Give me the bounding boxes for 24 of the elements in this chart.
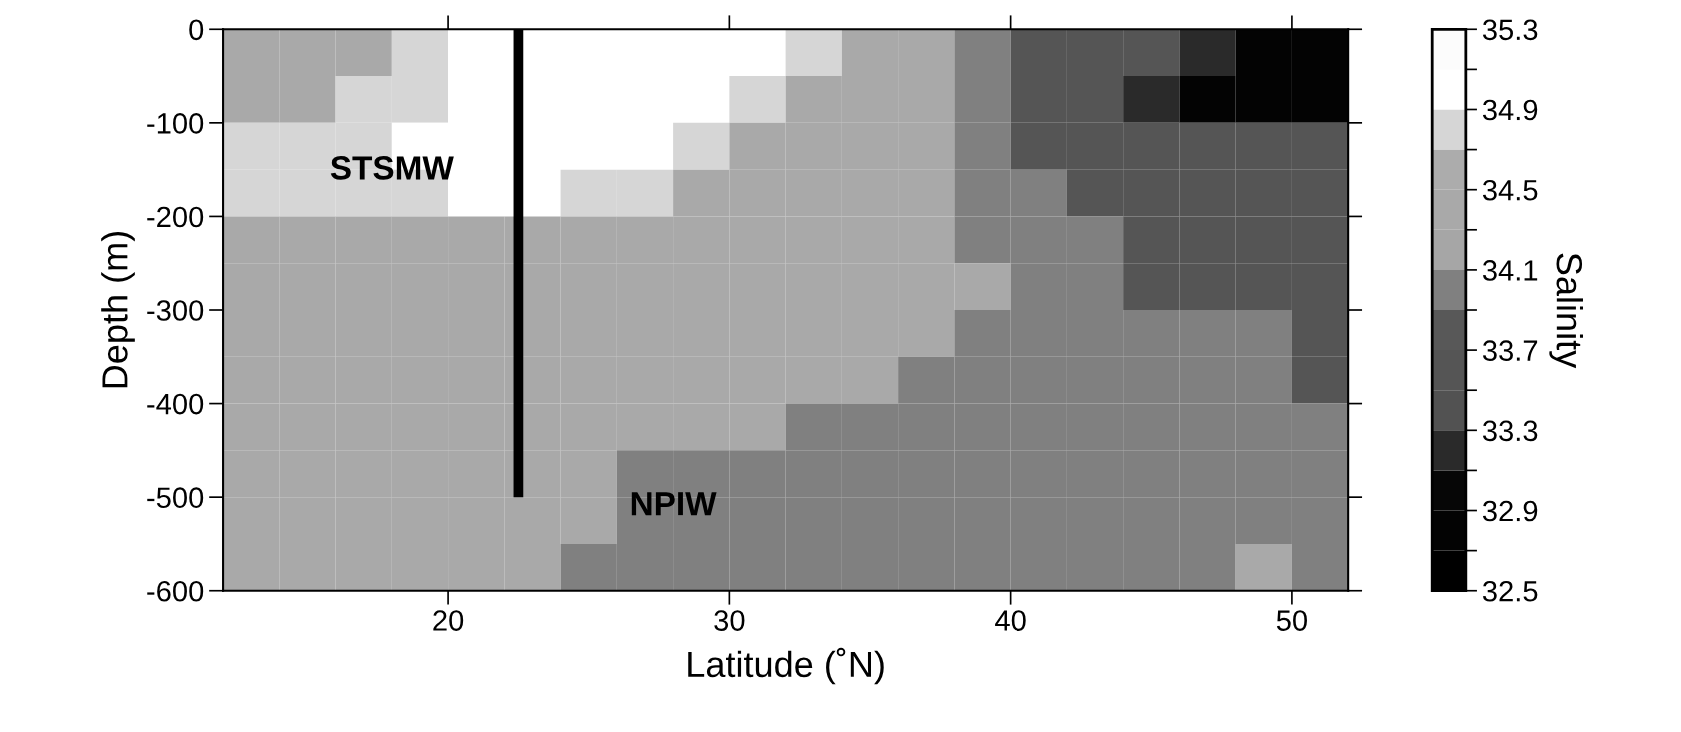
y-tick-label: -600 <box>147 580 204 602</box>
annotation: NPIW <box>631 492 717 516</box>
x-tick-label: 50 <box>1276 610 1307 631</box>
x-tick-label: 40 <box>995 610 1026 631</box>
y-tick-label: -300 <box>147 300 204 321</box>
y-axis-title: Depth (m) <box>101 231 135 388</box>
color-bar-label: 32.9 <box>1482 500 1538 522</box>
y-tick-label: -100 <box>147 113 204 134</box>
y-tick-label: -500 <box>147 487 204 509</box>
y-tick-label: -400 <box>147 393 204 415</box>
x-tick-label: 20 <box>433 610 464 631</box>
color-bar-label: 35.3 <box>1482 19 1538 41</box>
y-tick-label: -200 <box>147 206 204 228</box>
color-bar-title: Salinity <box>1549 253 1584 369</box>
x-axis-title: Latitude (˚N) <box>688 647 884 685</box>
color-bar-label: 34.9 <box>1482 99 1538 121</box>
y-tick-label: 0 <box>189 19 204 41</box>
annotation: STSMW <box>330 156 454 180</box>
color-bar-label: 34.5 <box>1482 179 1538 201</box>
color-bar-label: 33.7 <box>1482 340 1538 361</box>
color-bar-label: 33.3 <box>1482 420 1538 442</box>
x-tick-label: 30 <box>714 610 745 631</box>
color-bar-label: 34.1 <box>1482 260 1538 281</box>
color-bar-label: 32.5 <box>1482 580 1538 602</box>
